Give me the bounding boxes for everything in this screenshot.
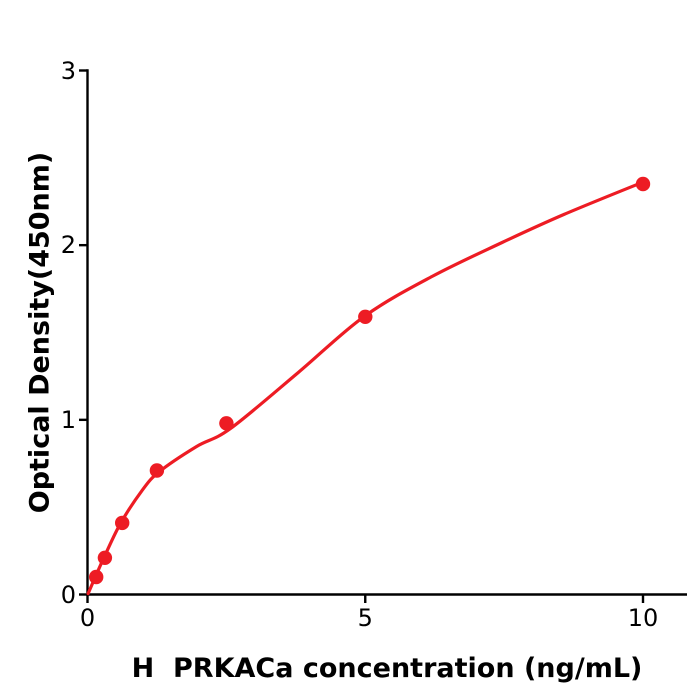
data-point [97,550,113,565]
y-tick-label-3: 3 [60,56,76,85]
data-point [219,416,234,431]
y-tick-label-0: 0 [60,580,76,609]
data-point [149,463,165,478]
x-tick-label-5: 5 [357,603,373,632]
data-point [635,176,651,192]
data-point [358,309,373,324]
y-tick-label-2: 2 [60,231,76,260]
y-axis-title: Optical Density(450nm) [24,151,56,514]
data-point [89,569,104,585]
x-tick-label-0: 0 [79,603,96,632]
x-tick-label-10: 10 [627,603,659,632]
x-axis-title: H PRKACa concentration (ng/mL) [131,653,643,684]
y-tick-label-1: 1 [60,405,76,434]
fit-curve-line [86,180,644,596]
data-point [115,515,130,531]
